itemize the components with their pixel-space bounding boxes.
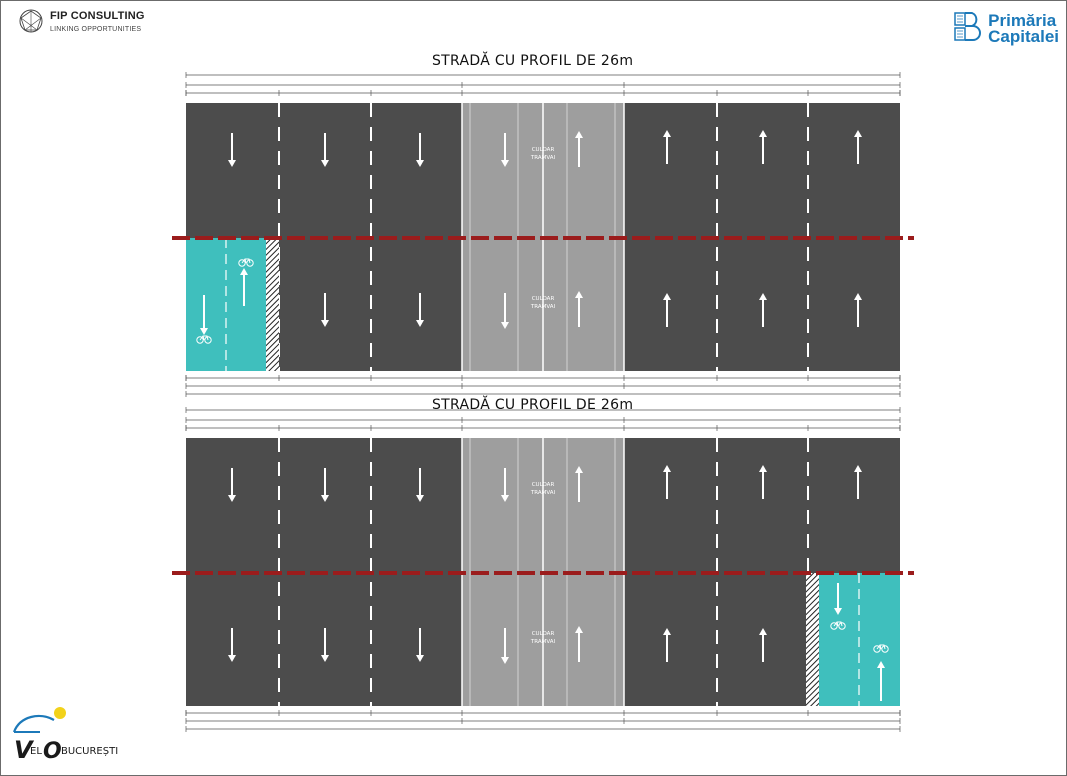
fip-consulting-logo: FIP CONSULTING LINKING OPPORTUNITIES — [18, 8, 145, 38]
fip-globe-icon — [18, 8, 44, 38]
separator-curb — [806, 573, 819, 706]
lane-arrow-down — [321, 133, 329, 167]
bike-arrow-up — [877, 661, 885, 701]
bike-arrow-up — [240, 268, 248, 306]
bike-arrow-down — [834, 583, 842, 615]
lane-arrow-up — [854, 130, 862, 164]
dimension-lines — [185, 407, 901, 431]
lane-arrow-up — [854, 465, 862, 499]
lane-arrow-up — [663, 293, 671, 327]
dimension-lines — [185, 375, 901, 397]
tram-arrow-up — [575, 131, 583, 167]
lane-arrow-up — [854, 293, 862, 327]
primaria-line1: Primăria — [988, 11, 1057, 30]
tram-label: TRAMVAI — [530, 490, 556, 496]
lane-arrow-down — [228, 133, 236, 167]
lane-arrow-up — [759, 628, 767, 662]
lane-arrow-down — [416, 468, 424, 502]
fip-name: FIP CONSULTING — [50, 10, 145, 22]
tram-arrow-down — [501, 468, 509, 502]
lane-arrow-down — [321, 468, 329, 502]
tram-arrow-up — [575, 291, 583, 327]
tram-label: CULOAR — [532, 631, 555, 637]
tram-arrow-up — [575, 466, 583, 502]
lane-arrow-down — [416, 133, 424, 167]
separator-curb — [266, 238, 279, 371]
primaria-emblem-icon — [952, 10, 982, 48]
tram-arrow-down — [501, 133, 509, 167]
primaria-line2: Capitalei — [988, 27, 1059, 46]
fip-tagline: LINKING OPPORTUNITIES — [50, 26, 142, 33]
primaria-capitalei-logo: Primăria Capitalei — [952, 10, 1059, 48]
dimension-lines — [185, 72, 901, 96]
velo-logo-city: BUCUREȘTI — [61, 746, 118, 757]
bike-icon — [873, 644, 889, 653]
lane-arrow-down — [228, 468, 236, 502]
dimension-lines — [185, 710, 901, 732]
profile-2-title: STRADĂ CU PROFIL DE 26m — [432, 397, 634, 413]
bike-icon — [196, 335, 212, 344]
lane-arrow-down — [321, 628, 329, 662]
lane-arrow-up — [663, 628, 671, 662]
tram-label: TRAMVAI — [530, 304, 556, 310]
lane-arrow-down — [228, 628, 236, 662]
lane-arrow-up — [759, 293, 767, 327]
tram-label: TRAMVAI — [530, 639, 556, 645]
tram-arrow-down — [501, 628, 509, 664]
tram-label: CULOAR — [532, 482, 555, 488]
profile-1-title: STRADĂ CU PROFIL DE 26m — [432, 53, 634, 69]
tram-label: CULOAR — [532, 147, 555, 153]
lane-arrow-down — [321, 293, 329, 327]
tram-arrow-down — [501, 293, 509, 329]
lane-arrow-up — [759, 130, 767, 164]
svg-text:O: O — [43, 739, 62, 764]
bike-arrow-down — [200, 295, 208, 335]
bike-icon — [238, 258, 254, 267]
lane-arrow-up — [663, 465, 671, 499]
lane-arrow-up — [759, 465, 767, 499]
lane-arrow-up — [663, 130, 671, 164]
svg-text:V: V — [14, 736, 35, 764]
tram-arrow-up — [575, 626, 583, 662]
lane-arrow-down — [416, 293, 424, 327]
lane-arrow-down — [416, 628, 424, 662]
svg-text:EL: EL — [30, 746, 42, 757]
tram-label: CULOAR — [532, 296, 555, 302]
velo-bucuresti-logo: V EL O BUCUREȘTI — [10, 702, 120, 770]
tram-label: TRAMVAI — [530, 155, 556, 161]
bike-icon — [830, 621, 846, 630]
